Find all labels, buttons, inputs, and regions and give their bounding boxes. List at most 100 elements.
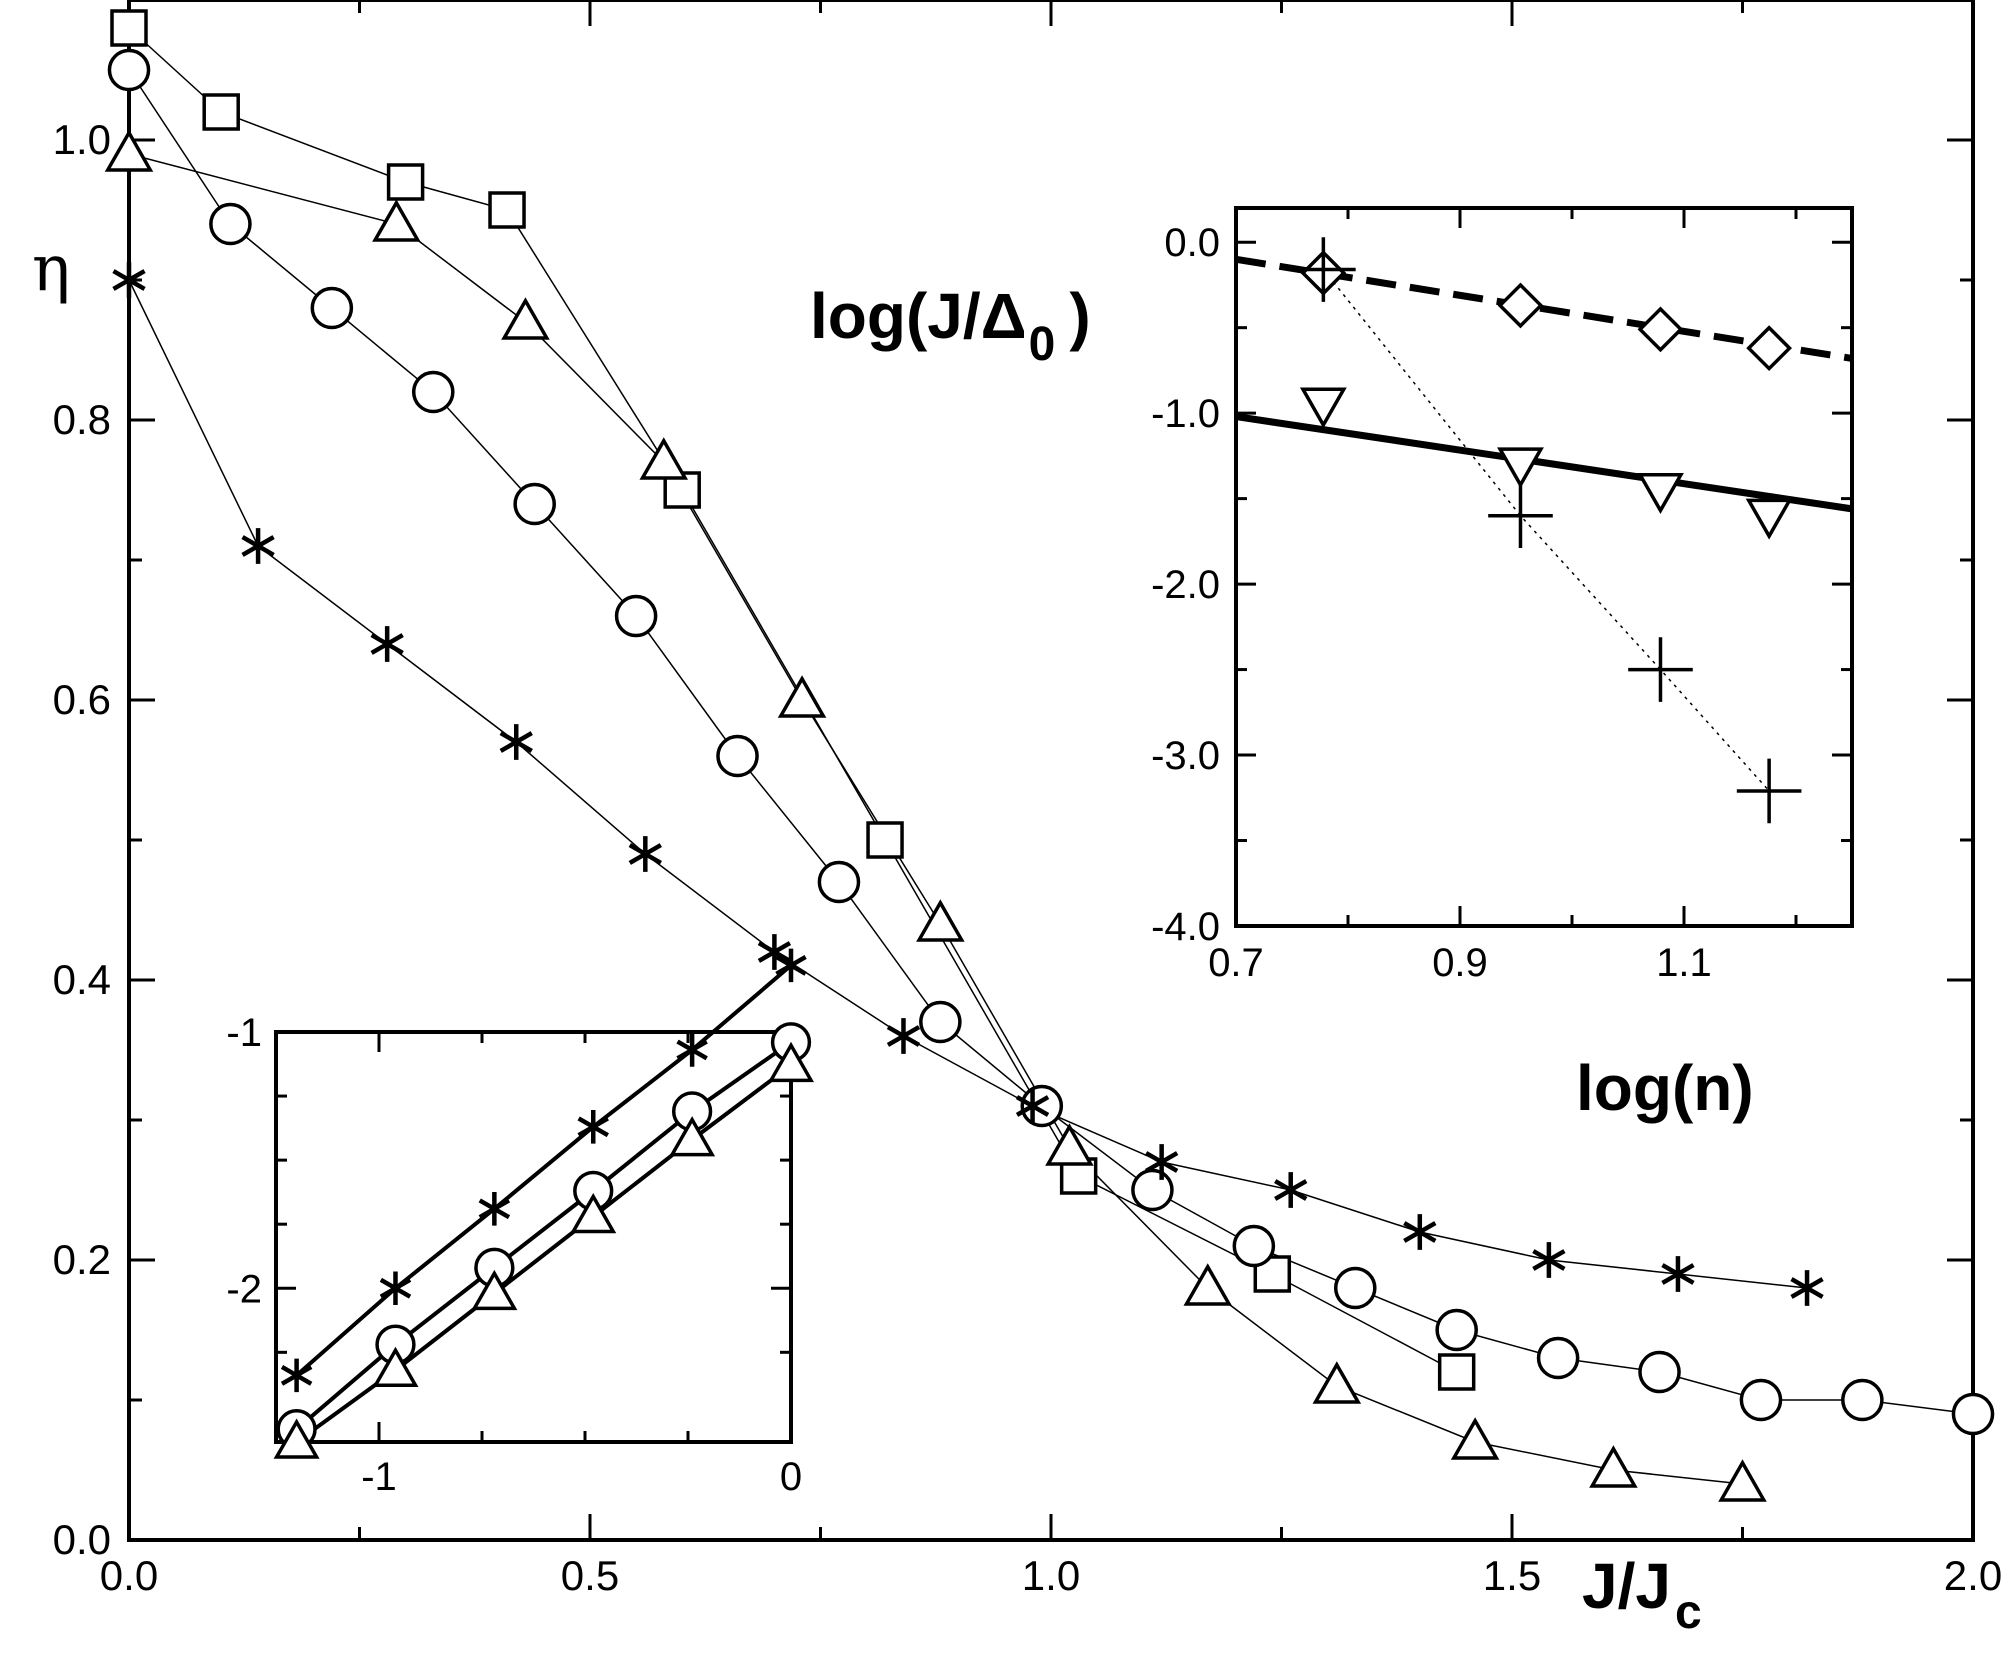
lower-inset-series-line-asterisk bbox=[295, 963, 793, 1377]
main-point-asterisk bbox=[499, 724, 533, 760]
main-x-tick-label: 1.0 bbox=[1022, 1552, 1080, 1599]
main-point-square bbox=[386, 163, 425, 201]
main-point-triangle-up bbox=[372, 199, 421, 242]
main-point-asterisk bbox=[757, 934, 792, 970]
main-point-circle bbox=[310, 286, 354, 330]
lower-inset-y-tick-label: -2 bbox=[226, 1267, 262, 1311]
lower-inset-plot: -1 0 -1 -2 bbox=[226, 948, 815, 1499]
main-point-square bbox=[1437, 1353, 1476, 1391]
main-x-tick-label: 2.0 bbox=[1944, 1552, 2002, 1599]
main-point-asterisk bbox=[241, 528, 275, 564]
lower-inset-point-triangle-up bbox=[471, 1269, 518, 1311]
main-point-circle bbox=[1951, 1392, 1995, 1436]
upper-inset-x-axis-label: log(n) bbox=[1576, 1052, 1754, 1124]
upper-inset-point-triangle-down bbox=[1299, 387, 1347, 429]
upper-inset-y-tick-label: -1.0 bbox=[1151, 392, 1220, 436]
main-point-asterisk bbox=[1790, 1270, 1824, 1306]
main-point-triangle-up bbox=[777, 675, 827, 718]
main-point-square bbox=[866, 821, 904, 859]
lower-inset-point-asterisk bbox=[676, 1033, 708, 1067]
main-x-tick-label: 0.5 bbox=[561, 1552, 619, 1599]
lower-inset-frame bbox=[274, 1030, 793, 1444]
upper-inset-x-tick-label: 0.9 bbox=[1432, 941, 1488, 985]
main-y-tick-label: 1.0 bbox=[53, 116, 111, 163]
lower-inset-y-tick-label: -1 bbox=[226, 1011, 262, 1055]
main-point-circle bbox=[919, 1000, 962, 1044]
main-point-triangle-up bbox=[916, 899, 965, 942]
main-point-asterisk bbox=[112, 262, 146, 298]
upper-inset-y-tick-label: -3.0 bbox=[1151, 734, 1220, 778]
upper-inset-point-triangle-down bbox=[1497, 447, 1544, 489]
upper-inset-frame bbox=[1234, 206, 1854, 928]
upper-inset-background bbox=[1236, 208, 1852, 926]
main-series-line-triangle-up bbox=[128, 153, 1743, 1485]
main-point-triangle-up bbox=[1718, 1459, 1767, 1502]
lower-inset-point-triangle-up bbox=[372, 1346, 419, 1387]
upper-inset-y-tick-label: -2.0 bbox=[1151, 563, 1220, 607]
main-x-axis-label-subscript: c bbox=[1675, 1586, 1702, 1639]
main-point-circle bbox=[1333, 1266, 1377, 1310]
main-point-asterisk bbox=[1532, 1242, 1566, 1278]
main-point-circle bbox=[1435, 1308, 1478, 1352]
main-point-circle bbox=[1638, 1350, 1681, 1394]
main-point-asterisk bbox=[1144, 1144, 1179, 1180]
upper-inset-y-tick-label: 0.0 bbox=[1164, 221, 1220, 265]
lower-inset-point-asterisk bbox=[775, 948, 807, 983]
main-point-triangle-up bbox=[639, 437, 689, 480]
upper-inset-point-diamond bbox=[1637, 306, 1684, 353]
upper-inset-point-triangle-down bbox=[1637, 473, 1684, 514]
main-point-circle bbox=[1739, 1378, 1783, 1422]
upper-inset-y-axis-label-text: log(J/Δ bbox=[810, 280, 1027, 352]
main-point-asterisk bbox=[628, 836, 662, 872]
main-point-circle bbox=[107, 48, 151, 92]
main-point-triangle-up bbox=[501, 297, 550, 340]
main-point-triangle-up bbox=[1045, 1123, 1094, 1166]
main-point-circle bbox=[209, 202, 252, 246]
lower-inset-x-tick-label: -1 bbox=[361, 1455, 397, 1499]
lower-inset-x-tick-label: 0 bbox=[780, 1455, 802, 1499]
main-point-circle bbox=[1131, 1168, 1174, 1212]
upper-inset-y-axis-label-close: ) bbox=[1069, 280, 1090, 352]
main-x-axis-label-text: J/J bbox=[1582, 1550, 1671, 1622]
upper-inset-y-axis-label: log(J/Δ0) bbox=[810, 280, 1091, 371]
upper-inset-x-tick-label: 0.7 bbox=[1208, 941, 1264, 985]
main-y-tick-label: 0.8 bbox=[53, 396, 111, 443]
upper-inset-point-diamond bbox=[1746, 325, 1792, 372]
main-point-triangle-up bbox=[104, 129, 154, 172]
lower-inset-point-triangle-up bbox=[767, 1041, 815, 1083]
main-point-asterisk bbox=[1274, 1172, 1308, 1208]
main-y-tick-label: 0.0 bbox=[53, 1516, 111, 1563]
main-point-circle bbox=[1232, 1224, 1276, 1268]
upper-inset-point-plus bbox=[1736, 758, 1802, 824]
main-point-circle bbox=[1536, 1336, 1580, 1380]
main-x-axis-label: J/Jc bbox=[1582, 1550, 1702, 1639]
main-plot: 0.0 0.5 1.0 1.5 2.0 0.0 0.2 0.4 0.6 0.8 1.0 bbox=[53, 0, 2002, 1599]
main-point-triangle-up bbox=[1589, 1445, 1638, 1488]
lower-inset-point-asterisk bbox=[577, 1110, 609, 1144]
main-x-tick-label: 1.5 bbox=[1483, 1552, 1541, 1599]
main-point-triangle-up bbox=[1183, 1263, 1233, 1306]
main-y-axis-label: η bbox=[32, 232, 70, 306]
main-point-circle bbox=[1841, 1378, 1884, 1422]
lower-inset-point-asterisk bbox=[280, 1358, 313, 1393]
main-y-tick-label: 0.2 bbox=[53, 1236, 111, 1283]
lower-inset-point-triangle-up bbox=[273, 1418, 320, 1459]
upper-inset-y-tick-label: -4.0 bbox=[1151, 905, 1220, 949]
lower-inset-point-asterisk bbox=[478, 1192, 511, 1226]
main-y-tick-label: 0.6 bbox=[53, 676, 111, 723]
main-point-circle bbox=[614, 594, 658, 638]
main-point-circle bbox=[513, 482, 556, 526]
upper-inset-point-plus bbox=[1291, 237, 1356, 302]
main-point-circle bbox=[411, 370, 455, 414]
main-point-triangle-up bbox=[1450, 1417, 1500, 1460]
upper-inset-fit-line-solid bbox=[1235, 413, 1853, 513]
main-series-line-asterisk bbox=[128, 279, 1808, 1289]
main-point-asterisk bbox=[1015, 1088, 1050, 1124]
main-point-square bbox=[202, 93, 240, 131]
upper-inset-point-plus bbox=[1628, 637, 1693, 702]
main-point-asterisk bbox=[1403, 1214, 1437, 1250]
main-point-square bbox=[110, 9, 148, 47]
upper-inset-x-tick-label: 1.1 bbox=[1656, 941, 1712, 985]
upper-inset-plot: 0.7 0.9 1.1 0.0 -1.0 -2.0 -3.0 -4.0 bbox=[1151, 206, 1854, 985]
